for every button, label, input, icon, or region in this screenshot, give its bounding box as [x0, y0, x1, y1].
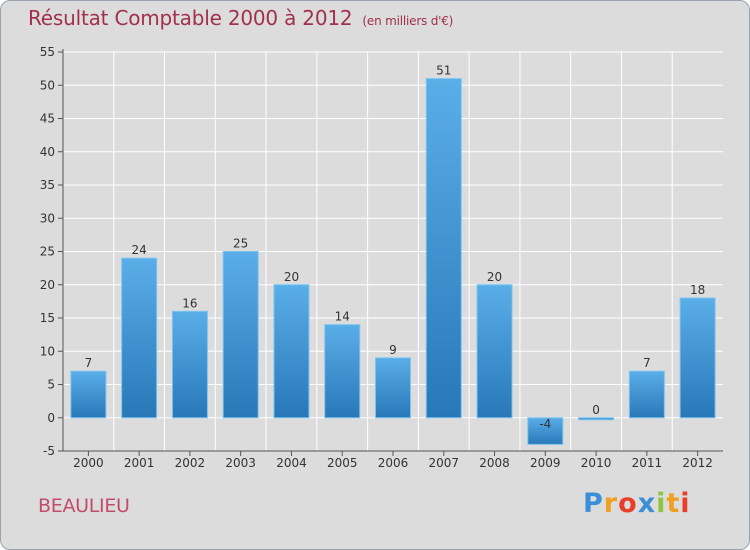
y-tick-label: 45 [40, 112, 55, 126]
bar [578, 417, 615, 421]
x-tick-label: 2009 [530, 456, 561, 470]
x-tick-label: 2010 [581, 456, 612, 470]
bar [324, 324, 361, 419]
logo-letter: x [637, 488, 657, 519]
y-tick-label: 50 [40, 78, 55, 92]
data-label: 14 [335, 310, 350, 324]
proxiti-logo[interactable]: Proxiti [583, 488, 691, 519]
logo-letter: i [656, 488, 667, 519]
y-tick-label: 35 [40, 178, 55, 192]
logo-letter: t [666, 488, 681, 519]
bar [121, 257, 158, 419]
data-label: 16 [182, 296, 197, 310]
x-tick-label: 2003 [225, 456, 256, 470]
y-tick-label: 25 [40, 245, 55, 259]
data-label: 20 [487, 270, 502, 284]
bar [679, 297, 716, 419]
data-label: 25 [233, 237, 248, 251]
x-tick-label: 2001 [124, 456, 155, 470]
y-tick-label: 5 [47, 378, 55, 392]
data-label: -4 [539, 417, 551, 431]
data-label: 51 [436, 64, 451, 78]
data-label: 9 [389, 343, 397, 357]
bar [171, 310, 208, 419]
y-tick-label: 55 [40, 45, 55, 59]
chart-subtitle: (en milliers d'€) [362, 14, 454, 28]
y-tick-label: 10 [40, 344, 55, 358]
logo-letter: o [618, 488, 638, 519]
y-tick-label: 40 [40, 145, 55, 159]
x-tick-label: 2006 [378, 456, 409, 470]
bar [476, 284, 513, 419]
x-tick-label: 2007 [428, 456, 459, 470]
data-label: 24 [132, 243, 147, 257]
logo-letter: P [583, 488, 604, 519]
data-label: 0 [592, 403, 600, 417]
place-name: BEAULIEU [38, 495, 130, 517]
chart-title: Résultat Comptable 2000 à 2012 (en millie… [28, 6, 453, 30]
bar [70, 370, 107, 419]
bar [273, 284, 310, 419]
x-tick-label: 2008 [479, 456, 510, 470]
bar [222, 251, 259, 419]
x-tick-label: 2002 [175, 456, 206, 470]
bar [375, 357, 411, 419]
bar [628, 370, 665, 419]
x-tick-label: 2005 [327, 456, 358, 470]
bar [425, 78, 462, 419]
logo-letter: i [680, 488, 691, 519]
data-label: 7 [643, 356, 651, 370]
y-tick-label: 15 [40, 311, 55, 325]
data-label: 7 [85, 356, 93, 370]
x-tick-label: 2004 [276, 456, 307, 470]
x-tick-label: 2000 [73, 456, 104, 470]
chart-title-text: Résultat Comptable 2000 à 2012 [28, 6, 353, 30]
y-tick-label: -5 [43, 444, 55, 458]
logo-letter: r [603, 488, 619, 519]
x-tick-label: 2012 [682, 456, 713, 470]
data-label: 18 [690, 283, 705, 297]
x-tick-label: 2011 [632, 456, 663, 470]
y-tick-label: 30 [40, 211, 55, 225]
bar [527, 417, 564, 445]
y-tick-label: 20 [40, 278, 55, 292]
y-tick-label: 0 [47, 411, 55, 425]
data-label: 20 [284, 270, 299, 284]
